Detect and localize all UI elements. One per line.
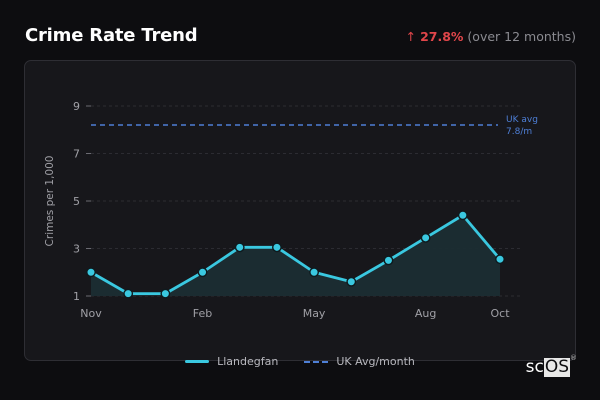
reference-annotation-line2: 7.8/m xyxy=(506,127,532,137)
x-tick-label: Aug xyxy=(415,307,436,320)
dashed-line-swatch-icon xyxy=(304,360,329,363)
data-point-marker[interactable] xyxy=(86,267,96,278)
chart-card xyxy=(24,60,576,361)
x-tick-label: Oct xyxy=(490,307,510,320)
change-period: (over 12 months) xyxy=(467,29,576,44)
y-tick-label: 9 xyxy=(73,100,80,113)
trend-up-arrow-icon: ↑ xyxy=(405,29,417,44)
data-point-marker[interactable] xyxy=(160,288,171,299)
legend-label-reference: UK Avg/month xyxy=(336,355,415,368)
x-tick-label: Feb xyxy=(193,307,212,320)
chart-title: Crime Rate Trend xyxy=(25,25,198,46)
data-point-marker[interactable] xyxy=(272,242,282,253)
registered-mark-icon: ® xyxy=(570,354,577,362)
data-point-marker[interactable] xyxy=(346,276,357,287)
y-axis-label: Crimes per 1,000 xyxy=(44,156,56,247)
legend-item-reference[interactable]: UK Avg/month xyxy=(304,355,415,368)
data-point-marker[interactable] xyxy=(457,210,468,221)
y-tick-label: 3 xyxy=(73,243,80,256)
trend-change-summary: ↑ 27.8% (over 12 months) xyxy=(406,29,576,44)
data-point-marker[interactable] xyxy=(309,267,319,278)
data-point-marker[interactable] xyxy=(197,267,208,278)
x-tick-label: May xyxy=(303,307,326,320)
chart-legend: Llandegfan UK Avg/month xyxy=(0,355,600,368)
legend-item-series[interactable]: Llandegfan xyxy=(185,355,278,368)
series-area-fill xyxy=(91,215,500,296)
legend-label-series: Llandegfan xyxy=(217,355,279,368)
y-tick-label: 5 xyxy=(73,195,80,208)
scos-logo: sc OS ® xyxy=(525,354,577,377)
logo-prefix: sc xyxy=(525,357,544,377)
data-point-marker[interactable] xyxy=(495,254,505,265)
data-point-marker[interactable] xyxy=(234,242,245,253)
y-tick-label: 7 xyxy=(73,148,80,161)
data-point-marker[interactable] xyxy=(123,288,134,299)
data-point-marker[interactable] xyxy=(420,232,431,243)
change-percentage: 27.8% xyxy=(420,29,464,44)
solid-line-swatch-icon xyxy=(185,360,210,363)
y-tick-label: 1 xyxy=(73,290,80,303)
data-point-marker[interactable] xyxy=(383,255,394,266)
series-line xyxy=(90,213,502,296)
logo-box: OS xyxy=(543,357,570,377)
reference-annotation-line1: UK avg xyxy=(506,115,538,125)
x-tick-label: Nov xyxy=(80,307,102,320)
